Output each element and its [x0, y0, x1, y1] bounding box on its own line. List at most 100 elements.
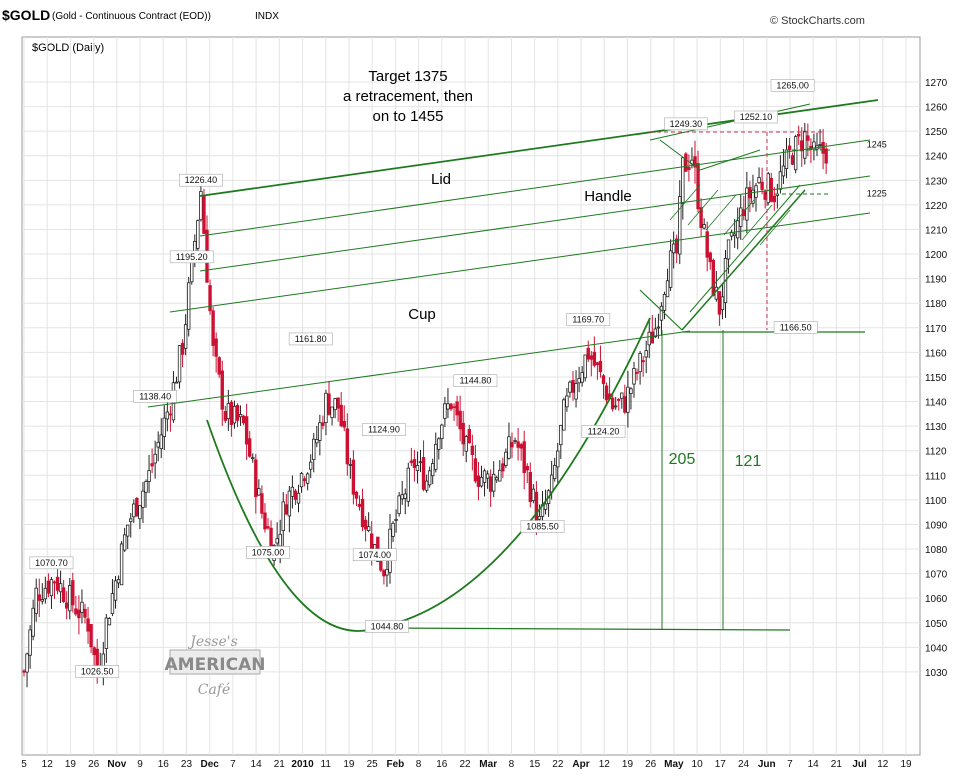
candle-body: [455, 401, 459, 416]
candle-body: [247, 438, 252, 457]
candle: [644, 340, 648, 374]
candle: [656, 313, 661, 339]
price-label-box: [566, 313, 611, 326]
candle-body: [369, 533, 374, 552]
candle-body: [308, 461, 313, 470]
candle: [668, 239, 673, 292]
candle: [318, 414, 322, 456]
candle-body: [763, 191, 767, 200]
candle: [153, 440, 157, 479]
candle: [363, 516, 368, 542]
candle-body: [418, 461, 423, 464]
candle-body: [199, 191, 203, 221]
price-label-text: 1124.20: [588, 426, 620, 436]
candle: [321, 415, 325, 430]
candle-body: [129, 518, 133, 522]
candle-body: [726, 239, 731, 260]
candle-body: [571, 379, 575, 393]
x-tick-label: Apr: [572, 759, 589, 770]
candle-body: [693, 156, 697, 168]
candle: [482, 468, 487, 497]
candle-body: [614, 405, 618, 408]
price-label-text: 1124.90: [368, 425, 400, 435]
candle: [406, 462, 410, 507]
candle: [562, 397, 566, 431]
candle: [638, 351, 642, 385]
logo-line-1: Jesse's: [187, 634, 238, 650]
candle: [781, 149, 786, 184]
candle: [449, 402, 453, 412]
candle: [290, 475, 295, 509]
candle: [745, 171, 749, 234]
candle-body: [40, 599, 44, 602]
candle: [580, 366, 584, 387]
candle-body: [92, 647, 96, 656]
candle: [110, 579, 115, 617]
candle-body: [354, 491, 359, 499]
y-tick-label: 1110: [925, 471, 946, 482]
candle: [235, 403, 240, 428]
candle: [147, 454, 151, 494]
x-tick-label: 11: [321, 759, 332, 770]
candle-body: [229, 401, 234, 425]
candle: [424, 474, 429, 493]
price-label-box: [246, 546, 290, 559]
candle-body: [800, 140, 804, 152]
candle: [495, 475, 499, 483]
price-label-box: [362, 423, 406, 436]
price-label: 1070.70: [29, 556, 74, 570]
candle-body: [437, 438, 441, 450]
handle-hatch: [705, 194, 737, 231]
y-tick-label: 1080: [925, 545, 948, 556]
candle-body: [174, 381, 179, 384]
candle: [208, 279, 212, 315]
candle-body: [266, 526, 270, 529]
price-label-text: 1252.10: [740, 112, 773, 122]
candle-body: [238, 414, 243, 418]
candle-body: [28, 629, 32, 656]
candle-body: [430, 463, 435, 477]
candle-body: [65, 602, 69, 609]
candle: [71, 572, 75, 613]
candle: [186, 276, 191, 337]
price-label-text: 1169.70: [572, 315, 604, 325]
candle-body: [784, 149, 789, 169]
candle-body: [806, 135, 810, 141]
candle-body: [424, 480, 429, 491]
candle-body: [446, 403, 450, 410]
candle: [382, 568, 386, 585]
candle-body: [58, 583, 63, 593]
candle-body: [495, 477, 499, 481]
candle: [806, 123, 810, 157]
candle-body: [122, 534, 127, 551]
price-label-text: 1166.50: [780, 322, 812, 332]
candle: [565, 387, 569, 412]
candle: [266, 518, 270, 530]
candle: [571, 370, 575, 401]
candle: [430, 458, 435, 485]
candle-body: [49, 579, 54, 597]
y-tick-label: 1090: [925, 520, 948, 531]
candle-body: [339, 404, 343, 427]
handle-line: [639, 289, 683, 331]
candle: [247, 431, 252, 458]
x-tick-label: 16: [158, 759, 170, 770]
candle-body: [68, 585, 72, 612]
candle-body: [360, 499, 365, 528]
candle-body: [525, 465, 529, 471]
candle: [366, 512, 371, 533]
candle-body: [458, 410, 462, 430]
candle-body: [675, 238, 679, 254]
candle: [400, 481, 404, 505]
candle-body: [379, 560, 383, 571]
candle-body: [394, 518, 398, 521]
candle: [464, 434, 468, 463]
x-tick-label: 12: [42, 759, 54, 770]
candle-body: [671, 243, 676, 254]
price-label: 1144.80: [453, 374, 498, 387]
price-label-text: 1161.80: [295, 334, 327, 344]
price-label: 1124.90: [362, 423, 406, 436]
candle: [635, 368, 639, 381]
handle-line: [649, 103, 811, 141]
candle: [592, 336, 597, 368]
